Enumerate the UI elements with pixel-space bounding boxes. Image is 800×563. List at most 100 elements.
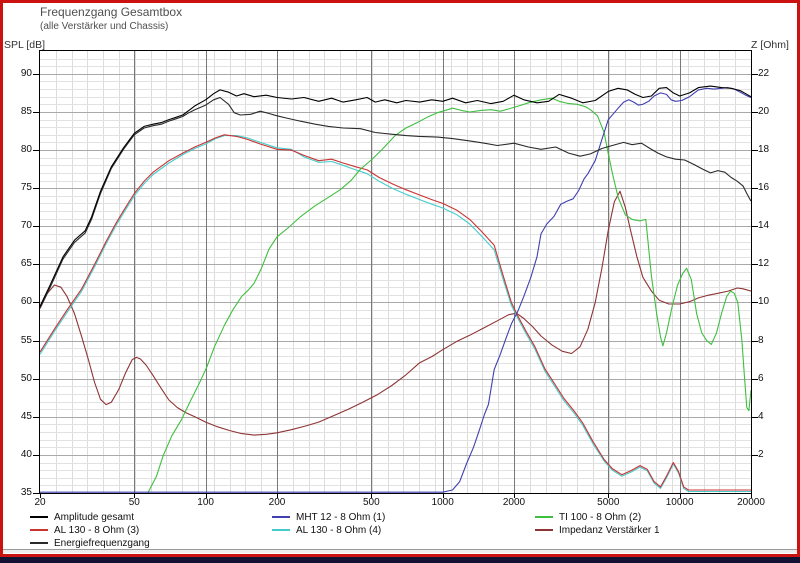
y-left-tick-label: 90 — [20, 67, 32, 79]
y-left-tick-label: 75 — [20, 182, 32, 194]
x-tickmark — [679, 494, 681, 498]
y-right-tick-label: 20 — [758, 105, 770, 117]
legend-line-swatch — [535, 515, 553, 518]
y-right-tick-label: 6 — [758, 372, 764, 384]
x-tick-label: 10000 — [665, 497, 694, 508]
y-right-tickmark — [752, 73, 758, 75]
legend-item: MHT 12 - 8 Ohm (1) — [272, 512, 385, 524]
legend-label: AL 130 - 8 Ohm (3) — [54, 525, 140, 536]
y-left-tickmark — [33, 73, 39, 75]
x-tick-label: 5000 — [597, 497, 620, 508]
legend-item: AL 130 - 8 Ohm (3) — [30, 525, 139, 537]
legend-item: Energiefrequenzgang — [30, 538, 150, 550]
y-left-tickmark — [33, 264, 39, 266]
x-tickmark — [277, 494, 278, 498]
legend-item: Impedanz Verstärker 1 — [535, 525, 660, 537]
x-tick-label: 100 — [197, 497, 214, 508]
y-left-tick-label: 70 — [20, 220, 32, 232]
y-right-tickmark — [752, 188, 758, 190]
y-right-tickmark — [752, 226, 758, 228]
x-tickmark — [134, 494, 136, 498]
legend-line-swatch — [30, 541, 48, 544]
y-left-tick-label: 55 — [20, 334, 32, 346]
legend-label: Energiefrequenzgang — [54, 538, 150, 549]
series-energiefrequenzgang — [40, 96, 751, 309]
series-ti100 — [147, 97, 751, 493]
y-right-tickmark — [752, 150, 758, 152]
legend-line-swatch — [272, 515, 290, 518]
legend-label: TI 100 - 8 Ohm (2) — [559, 512, 642, 523]
x-tickmark — [205, 494, 207, 498]
y-right-tick-label: 4 — [758, 410, 764, 422]
legend-label: MHT 12 - 8 Ohm (1) — [296, 512, 386, 523]
series-al130-3 — [40, 134, 751, 491]
series-amplitude-gesamt — [40, 85, 751, 307]
y-left-tickmark — [33, 111, 39, 113]
y-left-tickmark — [33, 454, 39, 456]
status-bar-divider — [3, 549, 797, 554]
y-right-tick-label: 18 — [758, 144, 770, 156]
x-tick-label: 1000 — [431, 497, 454, 508]
x-tickmark — [40, 494, 41, 498]
y-axis-right-label: Z [Ohm] — [751, 39, 789, 51]
legend-item: AL 130 - 8 Ohm (4) — [272, 525, 381, 537]
legend-item: Amplitude gesamt — [30, 512, 134, 524]
page-subtitle: (alle Verstärker und Chassis) — [40, 21, 169, 32]
y-left-tick-label: 40 — [20, 448, 32, 460]
y-right-tick-label: 14 — [758, 220, 770, 232]
legend-line-swatch — [272, 528, 290, 531]
y-right-tick-label: 12 — [758, 258, 770, 270]
legend-line-swatch — [30, 528, 48, 531]
y-left-tickmark — [33, 493, 39, 494]
legend-line-swatch — [535, 528, 553, 531]
y-right-tick-label: 22 — [758, 67, 770, 79]
y-left-tickmark — [33, 340, 39, 342]
x-tick-label: 200 — [268, 497, 286, 508]
y-right-tick-label: 16 — [758, 182, 770, 194]
y-right-tickmark — [752, 264, 758, 266]
y-left-tickmark — [33, 226, 39, 228]
series-impedanz-verstaerker-1 — [40, 190, 751, 436]
y-right-tick-label: 10 — [758, 296, 770, 308]
y-left-tick-label: 65 — [20, 258, 32, 270]
x-tick-label: 50 — [128, 497, 140, 508]
bottom-bar — [0, 557, 800, 563]
y-left-tick-label: 80 — [20, 144, 32, 156]
y-axis-left-label: SPL [dB] — [4, 39, 46, 51]
legend-label: Amplitude gesamt — [54, 512, 135, 523]
x-tickmark — [751, 494, 752, 498]
y-left-tickmark — [33, 378, 39, 380]
y-left-tick-label: 60 — [20, 296, 32, 308]
y-left-tickmark — [33, 150, 39, 152]
legend-item: TI 100 - 8 Ohm (2) — [535, 512, 641, 524]
x-tick-label: 20 — [34, 497, 46, 508]
x-tick-label: 500 — [362, 497, 380, 508]
y-right-tickmark — [752, 111, 758, 113]
y-left-tick-label: 35 — [20, 487, 32, 498]
y-right-tickmark — [752, 378, 758, 380]
x-tick-label: 2000 — [502, 497, 526, 508]
legend-line-swatch — [30, 515, 48, 518]
legend-label: Impedanz Verstärker 1 — [559, 525, 660, 536]
chart-canvas — [40, 51, 751, 493]
y-right-tickmark — [752, 416, 758, 418]
y-right-tick-label: 8 — [758, 334, 764, 346]
y-right-tick-label: 2 — [758, 448, 764, 460]
series-al130-4 — [40, 135, 751, 493]
y-right-tickmark — [752, 340, 758, 342]
y-left-tickmark — [33, 188, 39, 190]
x-tick-label: 20000 — [737, 497, 765, 508]
y-left-tick-label: 85 — [20, 105, 32, 117]
y-right-tickmark — [752, 302, 758, 304]
x-tickmark — [514, 494, 515, 498]
page-title: Frequenzgang Gesamtbox — [40, 5, 183, 19]
y-left-tickmark — [33, 416, 39, 418]
series-mht12 — [40, 87, 751, 493]
y-right-tickmark — [752, 454, 758, 456]
y-left-tick-label: 50 — [20, 372, 32, 384]
y-left-tickmark — [33, 302, 39, 304]
x-tickmark — [442, 494, 444, 498]
x-tickmark — [371, 494, 373, 498]
y-left-tick-label: 45 — [20, 410, 32, 422]
